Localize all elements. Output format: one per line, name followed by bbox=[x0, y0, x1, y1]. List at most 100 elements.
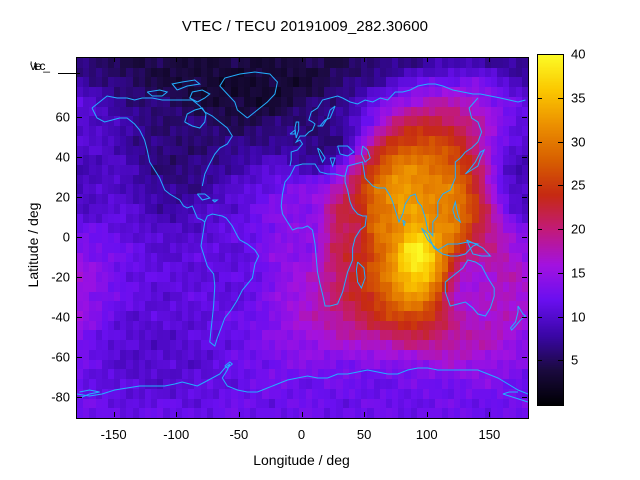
coastline-path bbox=[225, 362, 233, 368]
y-tick-label: 40 bbox=[55, 149, 70, 165]
colorbar-tick-left bbox=[537, 360, 542, 362]
colorbar-tick-label: 5 bbox=[571, 352, 579, 368]
coastline-path bbox=[511, 306, 526, 330]
colorbar-tick-right bbox=[558, 229, 563, 230]
colorbar-tick-left bbox=[537, 185, 542, 187]
plot-key-rule bbox=[58, 73, 80, 74]
x-tick-label: 150 bbox=[478, 427, 501, 442]
colorbar-gradient bbox=[538, 55, 563, 405]
coastline-path bbox=[77, 364, 528, 396]
coastline-path bbox=[295, 122, 299, 138]
y-tick-mark-right bbox=[522, 117, 527, 118]
y-tick-mark-right bbox=[522, 237, 527, 238]
y-tick-mark-right bbox=[522, 277, 527, 278]
y-tick-label: 60 bbox=[55, 109, 70, 125]
x-tick-mark-top bbox=[301, 57, 303, 62]
plot-key-label: 'vtec_ bbox=[30, 59, 50, 73]
x-tick-label: 0 bbox=[297, 427, 306, 442]
colorbar-tick-label: 30 bbox=[571, 134, 586, 149]
x-tick-mark bbox=[489, 412, 491, 417]
coastline-path bbox=[467, 240, 491, 256]
y-tick-mark bbox=[77, 157, 82, 158]
coastline-path bbox=[345, 98, 482, 236]
colorbar-tick-right bbox=[558, 54, 563, 55]
y-tick-label: 0 bbox=[62, 229, 70, 245]
coastline-path bbox=[503, 394, 528, 402]
y-tick-mark bbox=[77, 277, 82, 278]
colorbar-tick-right bbox=[558, 316, 563, 318]
x-tick-mark-top bbox=[364, 57, 366, 62]
y-tick-mark-right bbox=[522, 317, 527, 318]
y-tick-mark-right bbox=[522, 157, 527, 158]
coastline-path bbox=[445, 260, 494, 316]
y-tick-label: -80 bbox=[51, 389, 70, 405]
x-tick-mark bbox=[113, 412, 115, 417]
colorbar-tick-label: 35 bbox=[571, 90, 586, 106]
coastline-path bbox=[92, 108, 205, 222]
y-tick-mark-right bbox=[522, 357, 527, 358]
colorbar-tick-right bbox=[558, 141, 563, 143]
colorbar-tick-label: 10 bbox=[571, 309, 586, 324]
x-tick-mark bbox=[238, 412, 240, 417]
coastline-path bbox=[356, 262, 365, 288]
coastline-path bbox=[212, 200, 217, 202]
colorbar-tick-label: 20 bbox=[571, 221, 586, 237]
colorbar-tick-left bbox=[537, 141, 542, 143]
x-tick-label: -50 bbox=[229, 427, 249, 442]
colorbar-tick-label: 25 bbox=[571, 177, 586, 193]
y-tick-mark-right bbox=[522, 397, 527, 398]
y-tick-mark bbox=[77, 197, 82, 198]
coastline-path bbox=[80, 390, 100, 398]
vtec-heatmap bbox=[77, 58, 528, 418]
y-tick-mark bbox=[77, 397, 82, 398]
coastline-path bbox=[338, 146, 354, 156]
coastline-path bbox=[503, 392, 518, 394]
colorbar-tick-label: 15 bbox=[571, 265, 586, 281]
y-tick-label: 20 bbox=[55, 189, 70, 205]
coastline-path bbox=[147, 90, 167, 96]
colorbar-tick-left bbox=[537, 97, 542, 99]
colorbar-tick-left bbox=[537, 272, 542, 274]
coastline-path bbox=[361, 146, 370, 162]
coastline-path bbox=[465, 150, 484, 174]
coastline-path bbox=[92, 96, 232, 186]
x-tick-label: -150 bbox=[100, 427, 127, 442]
x-tick-label: -100 bbox=[163, 427, 190, 442]
y-tick-mark-right bbox=[522, 197, 527, 198]
coastline-path bbox=[290, 130, 295, 134]
colorbar-tick-right bbox=[558, 272, 563, 274]
coastlines-overlay bbox=[77, 58, 528, 418]
x-tick-mark bbox=[426, 412, 428, 417]
y-tick-mark bbox=[77, 237, 82, 238]
page-title: VTEC / TECU 20191009_282.30600 bbox=[181, 18, 429, 35]
x-tick-mark-top bbox=[238, 57, 240, 62]
x-tick-mark-top bbox=[113, 57, 115, 62]
colorbar-tick-left bbox=[537, 54, 542, 55]
y-tick-mark bbox=[77, 117, 82, 118]
coastline-path bbox=[290, 84, 526, 166]
colorbar-tick-right bbox=[558, 185, 563, 187]
y-tick-mark bbox=[77, 317, 82, 318]
coastline-path bbox=[422, 228, 478, 256]
coastline-path bbox=[318, 106, 336, 126]
coastline-path bbox=[197, 194, 210, 200]
x-tick-mark bbox=[176, 412, 178, 417]
y-tick-label: -40 bbox=[51, 309, 70, 325]
coastline-path bbox=[403, 220, 406, 226]
colorbar-tick-left bbox=[537, 229, 542, 230]
x-tick-mark bbox=[364, 412, 366, 417]
x-axis-label: Longitude / deg bbox=[253, 452, 350, 468]
coastline-path bbox=[281, 164, 366, 306]
map-plot-area bbox=[76, 57, 529, 419]
x-tick-mark bbox=[301, 412, 303, 417]
coastline-path bbox=[453, 202, 461, 222]
coastline-path bbox=[318, 148, 326, 162]
colorbar-tick-left bbox=[537, 316, 542, 318]
y-tick-label: -20 bbox=[51, 269, 70, 285]
coastline-path bbox=[185, 108, 206, 128]
colorbar-tick-label: 40 bbox=[571, 46, 586, 62]
colorbar-tick-right bbox=[558, 97, 563, 99]
colorbar-tick-right bbox=[558, 360, 563, 362]
y-tick-label: -60 bbox=[51, 349, 70, 365]
